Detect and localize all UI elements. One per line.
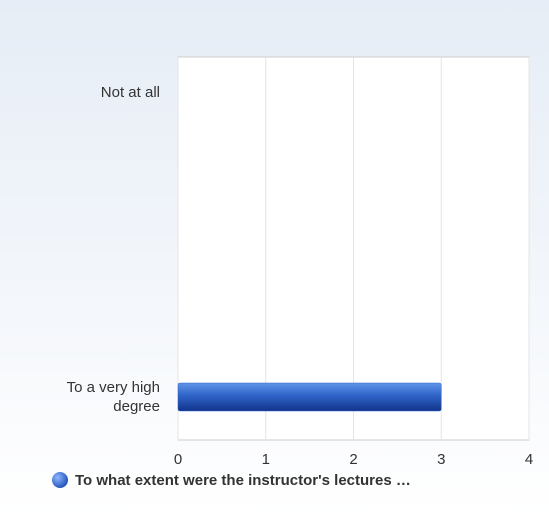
x-tick-label: 3 [437,451,445,468]
legend-marker [52,472,68,488]
legend-label: To what extent were the instructor's lec… [75,472,411,489]
x-tick-label: 4 [525,451,533,468]
y-tick-label: To a very high degree [66,379,160,415]
bar [177,382,442,412]
x-tick-label: 0 [174,451,182,468]
y-tick-label: Not at all [100,83,160,101]
x-tick-label: 1 [262,451,270,468]
x-tick-label: 2 [349,451,357,468]
